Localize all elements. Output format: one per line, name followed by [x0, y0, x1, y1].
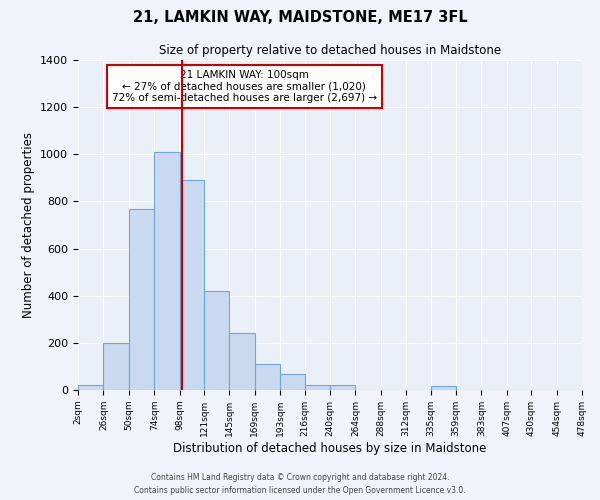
- Bar: [78, 386, 103, 390]
- Bar: [229, 334, 255, 390]
- Bar: [103, 343, 129, 390]
- Bar: [129, 208, 154, 390]
- Bar: [255, 364, 280, 390]
- Y-axis label: Number of detached properties: Number of detached properties: [22, 132, 35, 318]
- Bar: [154, 152, 179, 390]
- Bar: [330, 386, 355, 390]
- Text: Contains HM Land Registry data © Crown copyright and database right 2024.
Contai: Contains HM Land Registry data © Crown c…: [134, 474, 466, 495]
- Bar: [305, 386, 330, 390]
- Bar: [431, 386, 456, 390]
- Title: Size of property relative to detached houses in Maidstone: Size of property relative to detached ho…: [159, 44, 501, 58]
- Bar: [280, 374, 305, 390]
- Bar: [179, 180, 204, 390]
- X-axis label: Distribution of detached houses by size in Maidstone: Distribution of detached houses by size …: [173, 442, 487, 454]
- Text: 21, LAMKIN WAY, MAIDSTONE, ME17 3FL: 21, LAMKIN WAY, MAIDSTONE, ME17 3FL: [133, 10, 467, 25]
- Bar: [204, 291, 229, 390]
- Text: 21 LAMKIN WAY: 100sqm
← 27% of detached houses are smaller (1,020)
72% of semi-d: 21 LAMKIN WAY: 100sqm ← 27% of detached …: [112, 70, 377, 103]
